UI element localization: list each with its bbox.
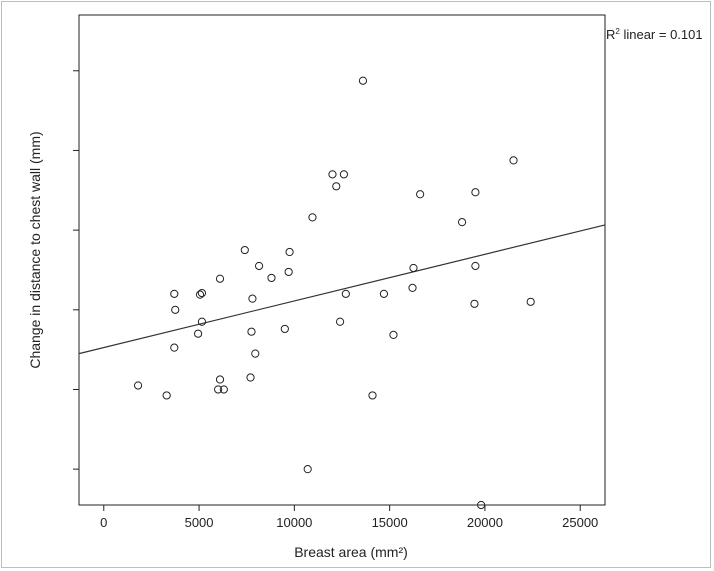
data-point (240, 245, 249, 255)
r2-prefix: R (606, 27, 615, 42)
axis-ticks: 0 5000 10000 15000 20000 25000 (73, 70, 598, 530)
data-point (171, 305, 180, 314)
data-point (409, 263, 418, 273)
data-point (477, 500, 486, 510)
data-point (408, 283, 417, 292)
data-point (280, 324, 289, 334)
data-point (368, 391, 377, 400)
data-point (215, 375, 225, 384)
data-point (214, 385, 223, 394)
y-axis-title: Change in distance to chest wall (mm) (27, 131, 43, 368)
data-point (335, 317, 345, 326)
data-point (526, 297, 535, 306)
x-tick-label: 0 (100, 515, 107, 530)
data-point (416, 190, 425, 199)
data-point (303, 465, 312, 474)
data-point (389, 330, 398, 339)
data-point (215, 274, 225, 283)
r2-value-text: linear = 0.101 (620, 27, 703, 42)
data-point (195, 290, 205, 299)
data-point (332, 182, 341, 191)
data-points (133, 76, 535, 510)
data-point (133, 381, 143, 390)
data-point (470, 299, 479, 308)
data-point (194, 329, 203, 338)
data-point (471, 188, 480, 197)
x-tick-label: 5000 (185, 515, 214, 530)
r2-superscript: 2 (615, 27, 620, 36)
data-point (170, 343, 179, 352)
data-point (267, 273, 276, 283)
data-point (358, 76, 368, 85)
x-tick-label: 20000 (467, 515, 503, 530)
data-point (248, 294, 257, 303)
data-point (254, 261, 264, 271)
data-point (246, 373, 255, 382)
data-point (471, 261, 480, 271)
data-point (197, 317, 207, 326)
data-point (219, 385, 228, 394)
data-point (339, 170, 349, 179)
fit-line-group (78, 224, 606, 355)
data-point (341, 289, 350, 298)
data-point (509, 156, 518, 165)
x-tick-label: 25000 (562, 515, 598, 530)
x-axis-title: Breast area (mm²) (294, 544, 408, 560)
r-squared-annotation: R2 linear = 0.101 (606, 27, 703, 42)
plot-area (78, 14, 606, 506)
x-tick-label: 10000 (276, 515, 312, 530)
data-point (379, 289, 389, 298)
data-point (328, 170, 337, 179)
data-point (251, 349, 260, 358)
data-point (247, 327, 256, 336)
data-point (170, 289, 179, 298)
data-point (308, 213, 317, 222)
data-point (285, 247, 294, 257)
data-point (284, 267, 293, 277)
data-point (197, 288, 207, 298)
x-tick-label: 15000 (372, 515, 408, 530)
fit-line (78, 224, 606, 355)
data-point (162, 391, 171, 400)
data-point (457, 218, 467, 227)
